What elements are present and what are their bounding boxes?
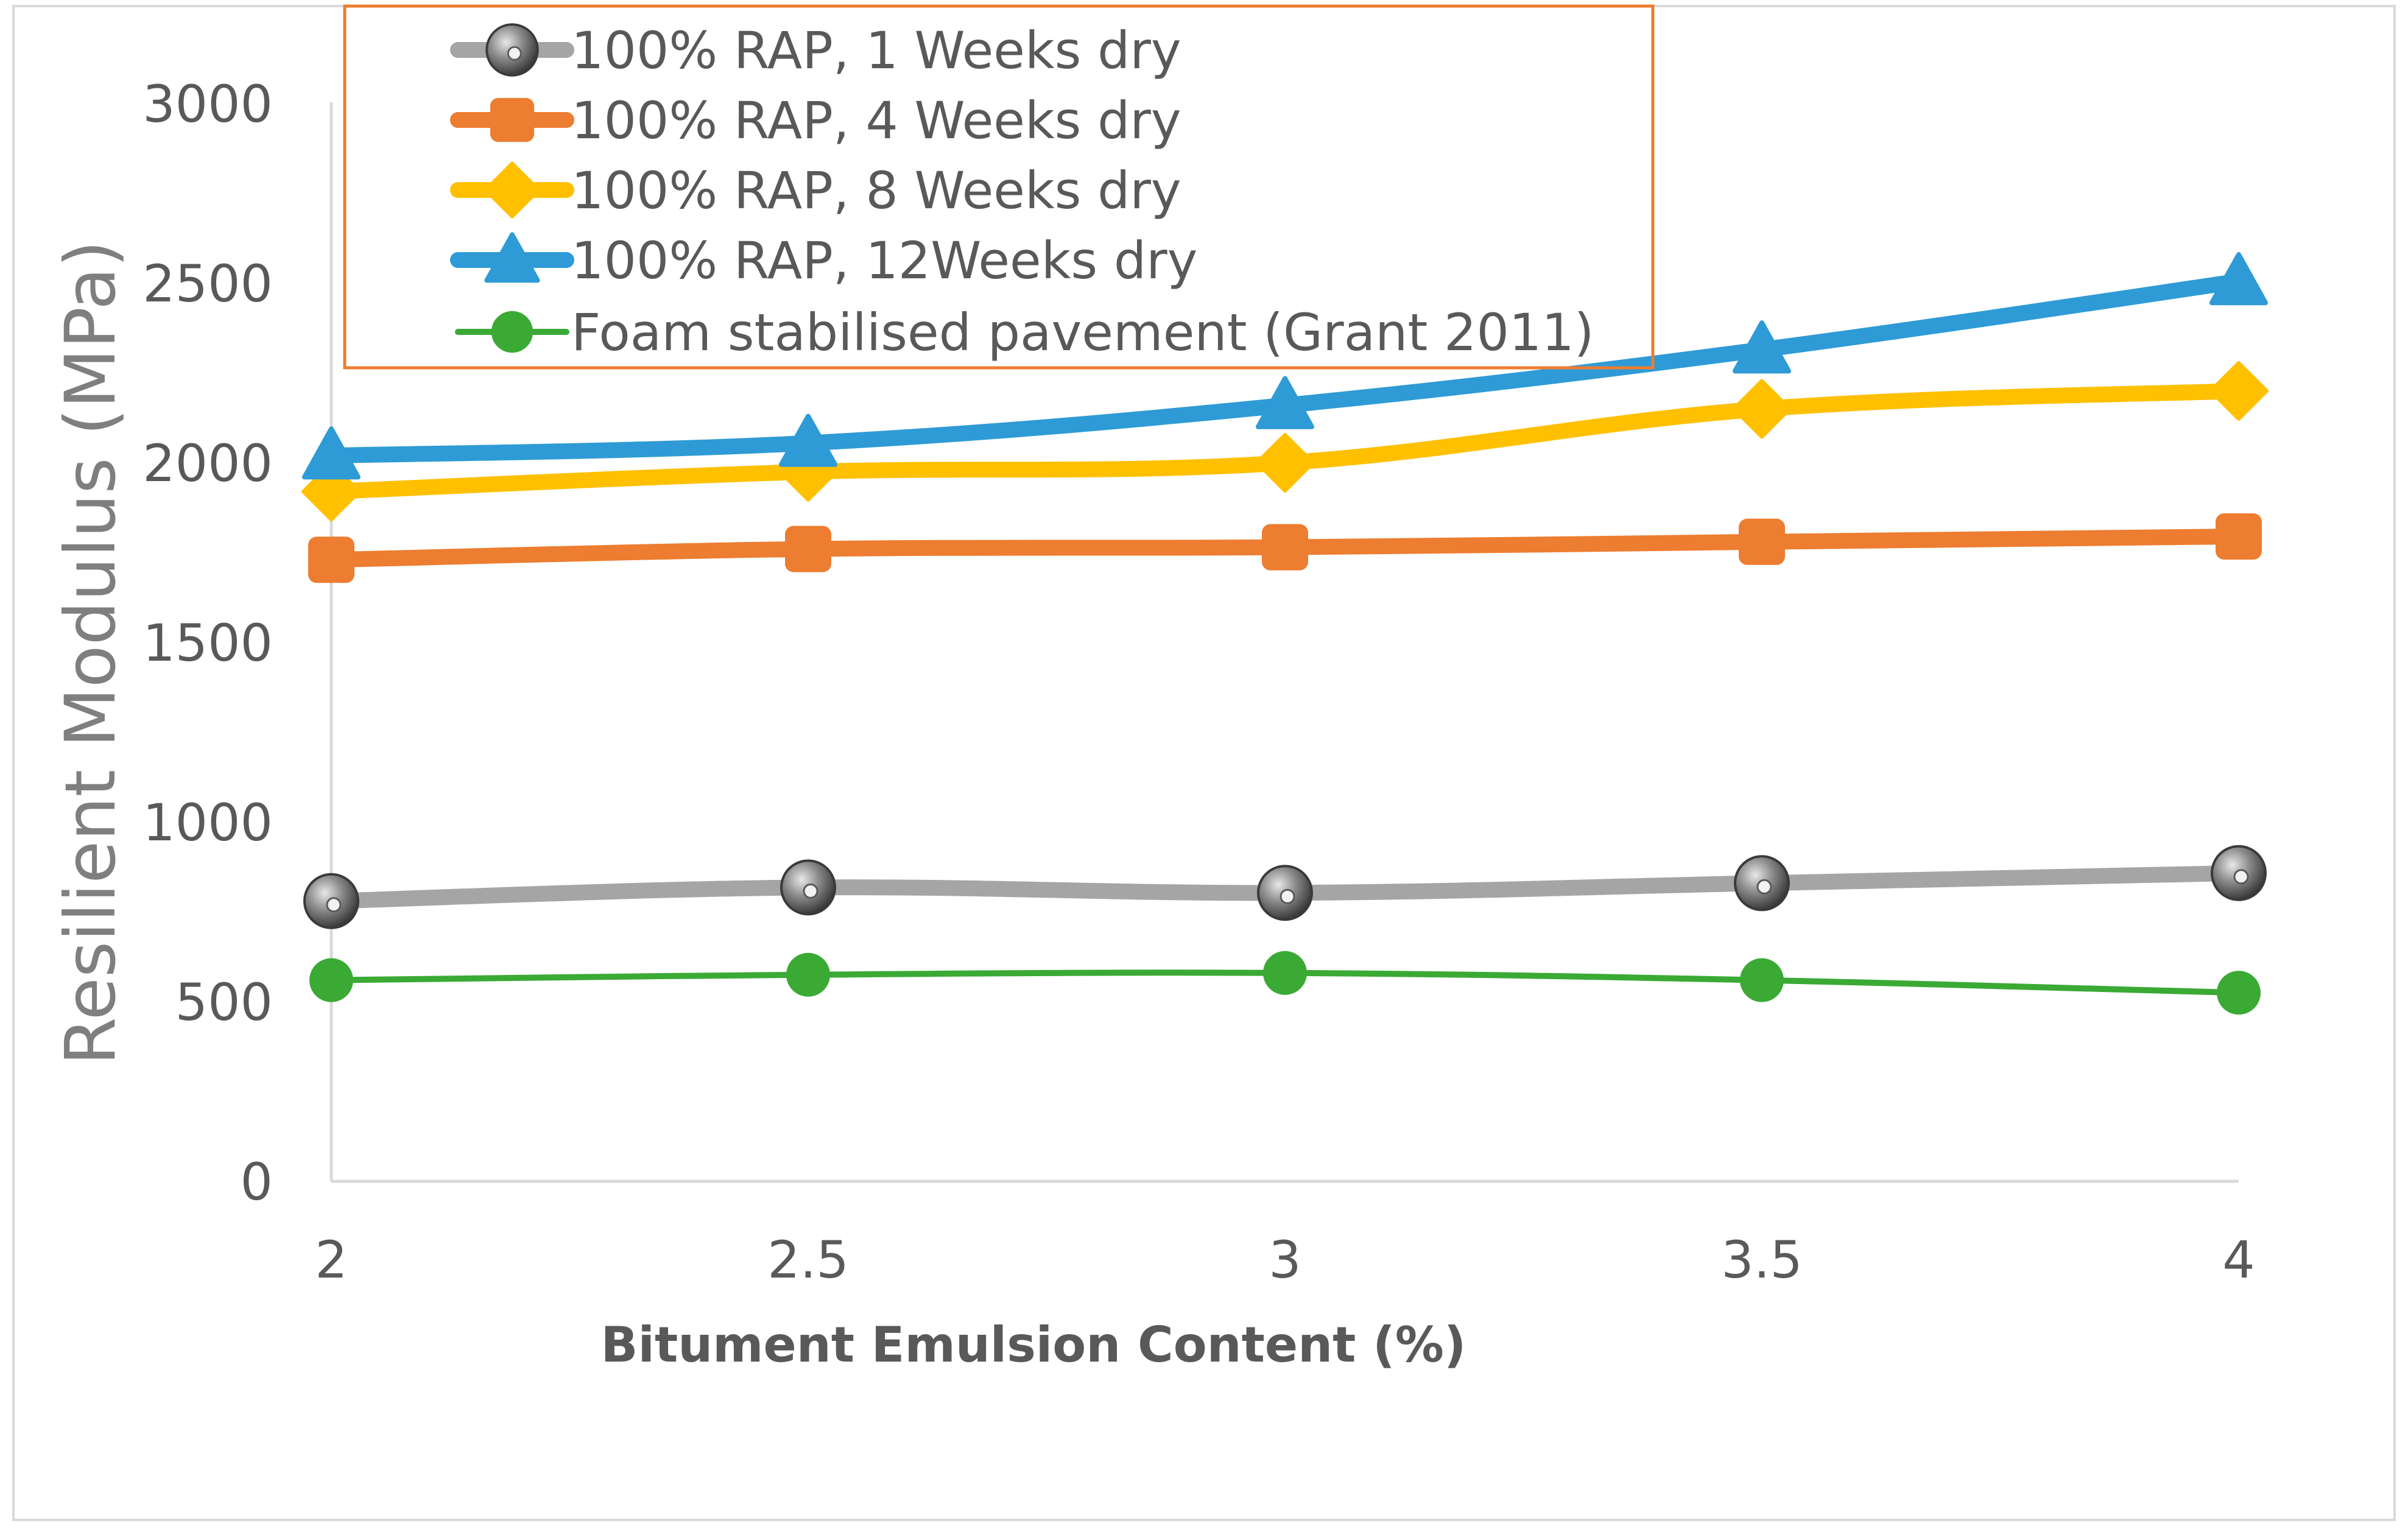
x-tick-label: 4 <box>2222 1230 2255 1290</box>
legend-marker <box>485 23 539 77</box>
data-point <box>2209 361 2269 421</box>
data-point <box>2209 252 2268 306</box>
data-point <box>1734 855 1790 912</box>
axes: 0 500 1000 1500 2000 2500 3000 2 2.5 3 3.5 4 <box>143 74 2255 1290</box>
data-point <box>780 859 836 916</box>
data-point <box>1739 518 1785 565</box>
legend-entry: 100% RAP, 4 Weeks dry <box>450 91 1181 150</box>
legend-label: 100% RAP, 4 Weeks dry <box>571 91 1181 150</box>
legend-label: 100% RAP, 8 Weeks dry <box>571 161 1181 220</box>
x-tick-label: 3 <box>1269 1230 1301 1290</box>
y-tick-label: 2500 <box>143 254 273 314</box>
data-point <box>786 952 830 997</box>
data-point <box>1740 958 1784 1002</box>
data-point <box>785 526 831 572</box>
series-4 <box>302 252 2268 480</box>
data-point <box>1733 320 1791 374</box>
y-tick-label: 1500 <box>143 613 273 673</box>
data-point <box>2211 845 2267 901</box>
legend-marker <box>490 97 535 142</box>
data-point <box>308 536 354 583</box>
data-point <box>1255 433 1315 493</box>
series-2 <box>308 513 2262 583</box>
legend-label: 100% RAP, 1 Weeks dry <box>571 21 1181 80</box>
legend-entry: 100% RAP, 1 Weeks dry <box>450 21 1181 80</box>
data-point <box>302 426 361 480</box>
series-1 <box>303 845 2267 929</box>
y-axis-title: Resilient Modulus (MPa) <box>50 240 131 1065</box>
y-tick-label: 500 <box>175 972 273 1032</box>
legend-box <box>343 4 1655 370</box>
x-tick-label: 2.5 <box>767 1230 849 1290</box>
series-5 <box>309 951 2261 1015</box>
y-tick-label: 1000 <box>143 793 273 853</box>
data-point <box>303 873 359 929</box>
series-group <box>301 252 2269 1015</box>
data-point <box>1256 376 1314 429</box>
legend-entry: 100% RAP, 12Weeks dry <box>450 231 1197 290</box>
x-tick-label: 3.5 <box>1721 1230 1803 1290</box>
x-axis-title: Bitument Emulsion Content (%) <box>601 1317 1466 1373</box>
data-point <box>1732 379 1792 439</box>
legend-entry: 100% RAP, 8 Weeks dry <box>450 161 1181 220</box>
legend-marker <box>484 232 540 283</box>
y-tick-label: 2000 <box>143 434 273 493</box>
legend-marker <box>484 161 541 219</box>
data-point <box>1263 951 1307 995</box>
data-point <box>1257 865 1313 921</box>
legend: 100% RAP, 1 Weeks dry 100% RAP, 4 Weeks d… <box>450 21 1594 362</box>
legend-label: Foam stabilised pavement (Grant 2011) <box>571 303 1594 362</box>
data-point <box>2217 971 2261 1015</box>
data-point <box>2216 513 2262 560</box>
y-tick-label: 3000 <box>143 74 273 134</box>
data-point <box>779 413 837 467</box>
legend-marker <box>491 311 533 353</box>
data-point <box>309 958 353 1002</box>
legend-label: 100% RAP, 12Weeks dry <box>571 231 1197 290</box>
y-tick-label: 0 <box>241 1152 273 1212</box>
data-point <box>1262 524 1308 571</box>
legend-entry: Foam stabilised pavement (Grant 2011) <box>455 303 1594 362</box>
x-tick-label: 2 <box>315 1230 347 1290</box>
